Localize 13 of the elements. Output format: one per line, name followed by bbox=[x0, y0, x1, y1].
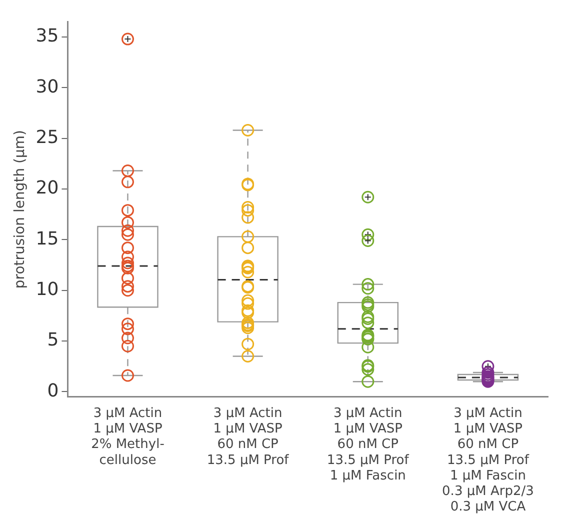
y-tick-label: 35 bbox=[36, 26, 59, 47]
y-tick-label: 20 bbox=[36, 178, 59, 199]
y-tick-label: 15 bbox=[36, 228, 59, 250]
x-tick-label: 3 µM Actin 1 µM VASP 2% Methyl- cellulose bbox=[91, 406, 165, 468]
x-tick-label: 3 µM Actin 1 µM VASP 60 nM CP 13.5 µM Prof 1 µM Fascin bbox=[326, 406, 410, 484]
x-tick-label: 3 µM Actin 1 µM VASP 60 nM CP 13.5 µM Prof bbox=[206, 406, 290, 468]
y-tick-label: 25 bbox=[36, 127, 59, 148]
y-tick-label: 30 bbox=[36, 76, 59, 98]
y-tick-label: 0 bbox=[47, 380, 59, 402]
y-tick-label: 10 bbox=[36, 279, 59, 300]
y-axis-title: protrusion length (µm) bbox=[12, 130, 28, 289]
x-tick-label: 3 µM Actin 1 µM VASP 60 nM CP 13.5 µM Prof 1 µM Fascin 0.3 µM Arp2/3 0.3 µM VCA bbox=[442, 406, 534, 515]
y-tick-label: 5 bbox=[47, 330, 59, 351]
